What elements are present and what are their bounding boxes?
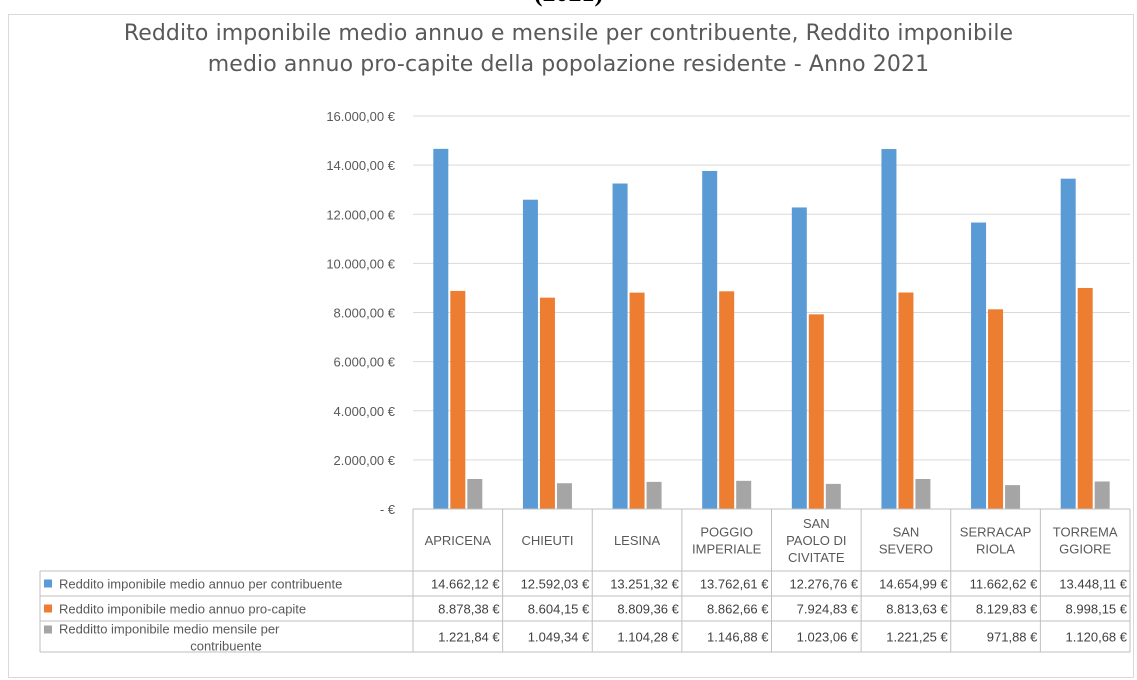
legend-key xyxy=(44,604,52,613)
header-fragment: (2021) xyxy=(0,0,1137,8)
bar-2 xyxy=(539,297,555,509)
data-value: 12.592,03 € xyxy=(521,577,590,592)
data-value: 971,88 € xyxy=(987,630,1038,645)
bar-2 xyxy=(629,292,645,509)
data-value: 12.276,76 € xyxy=(789,577,858,592)
legend-key xyxy=(44,579,52,588)
legend-label: Reddito imponibile medio annuo per contr… xyxy=(59,577,342,592)
bar-2 xyxy=(808,314,824,509)
category-label: IMPERIALE xyxy=(692,542,762,557)
legend-label: contribuente xyxy=(190,639,262,654)
bar-1 xyxy=(881,149,897,509)
y-tick-label: 8.000,00 € xyxy=(334,306,396,321)
bar-2 xyxy=(1077,287,1093,509)
data-value: 1.049,34 € xyxy=(528,630,590,645)
category-label: SAN xyxy=(893,525,920,540)
data-value: 1.120,68 € xyxy=(1066,630,1128,645)
bar-3 xyxy=(1094,481,1110,509)
data-value: 8.878,38 € xyxy=(438,602,500,617)
category-label: RIOLA xyxy=(976,542,1015,557)
bar-1 xyxy=(971,222,987,509)
bar-3 xyxy=(467,478,483,509)
category-label: PAOLO DI xyxy=(786,533,846,548)
y-tick-label: 14.000,00 € xyxy=(326,158,395,173)
category-label: SAN xyxy=(803,516,830,531)
y-tick-label: - € xyxy=(380,502,396,517)
bar-1 xyxy=(1060,178,1076,510)
bar-3 xyxy=(556,483,572,509)
data-value: 11.662,62 € xyxy=(970,577,1038,592)
bar-2 xyxy=(450,290,466,509)
bar-1 xyxy=(433,148,449,509)
bar-1 xyxy=(702,170,718,510)
category-label: POGGIO xyxy=(700,525,753,540)
data-value: 1.146,88 € xyxy=(707,630,769,645)
data-value: 1.221,25 € xyxy=(886,630,948,645)
data-value: 1.104,28 € xyxy=(617,630,679,645)
data-value: 14.662,12 € xyxy=(431,577,500,592)
bar-2 xyxy=(719,291,735,509)
chart-title-line-1: Reddito imponibile medio annuo e mensile… xyxy=(123,21,1014,46)
y-tick-label: 12.000,00 € xyxy=(326,207,395,222)
bar-2 xyxy=(988,309,1004,509)
y-tick-label: 16.000,00 € xyxy=(326,109,395,124)
data-value: 13.762,61 € xyxy=(700,577,769,592)
data-value: 1.023,06 € xyxy=(797,630,859,645)
bar-2 xyxy=(898,292,914,509)
data-value: 7.924,83 € xyxy=(797,602,859,617)
bar-3 xyxy=(825,483,841,509)
data-value: 1.221,84 € xyxy=(438,630,500,645)
bar-3 xyxy=(736,480,752,509)
legend-label: Reddito imponibile medio annuo pro-capit… xyxy=(59,602,306,617)
y-tick-label: 4.000,00 € xyxy=(334,404,396,419)
legend-key xyxy=(44,625,52,634)
data-value: 8.998,15 € xyxy=(1066,602,1128,617)
bar-1 xyxy=(522,199,538,510)
data-value: 8.813,63 € xyxy=(886,602,948,617)
y-tick-label: 10.000,00 € xyxy=(326,256,395,271)
legend-label: Redditto imponibile medio mensile per xyxy=(59,622,280,637)
data-value: 8.604,15 € xyxy=(528,602,590,617)
data-value: 8.129,83 € xyxy=(976,602,1038,617)
category-label: APRICENA xyxy=(425,533,492,548)
bar-1 xyxy=(791,207,807,509)
bar-1 xyxy=(612,183,628,509)
chart-frame xyxy=(8,14,1134,678)
category-label: SEVERO xyxy=(879,542,933,557)
y-tick-label: 2.000,00 € xyxy=(334,453,396,468)
data-value: 8.862,66 € xyxy=(707,602,769,617)
bar-3 xyxy=(915,479,931,509)
y-tick-label: 6.000,00 € xyxy=(334,355,396,370)
data-value: 13.251,32 € xyxy=(610,577,679,592)
data-value: 14.654,99 € xyxy=(879,577,948,592)
category-label: CHIEUTI xyxy=(521,533,573,548)
category-label: SERRACAP xyxy=(960,525,1032,540)
category-label: LESINA xyxy=(614,533,661,548)
data-value: 13.448,11 € xyxy=(1059,577,1127,592)
data-value: 8.809,36 € xyxy=(617,602,679,617)
chart-title-line-2: medio annuo pro-capite della popolazione… xyxy=(207,52,930,77)
bar-3 xyxy=(1005,485,1021,509)
bar-3 xyxy=(646,481,662,509)
chart-title: Reddito imponibile medio annuo e mensile… xyxy=(0,18,1137,80)
category-label: CIVITATE xyxy=(788,550,845,565)
category-label: TORREMA xyxy=(1053,525,1118,540)
category-label: GGIORE xyxy=(1059,542,1111,557)
